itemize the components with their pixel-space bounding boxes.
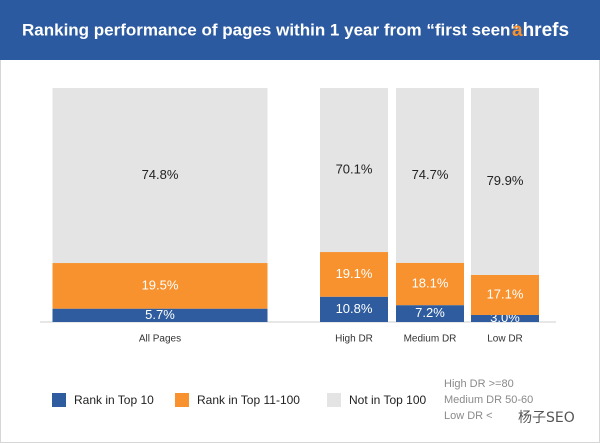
- value-label: 74.7%: [412, 167, 449, 182]
- header-band: [0, 0, 600, 60]
- value-label: 18.1%: [412, 275, 449, 290]
- value-label: 17.1%: [487, 286, 524, 301]
- note: Low DR <: [444, 410, 493, 422]
- value-label: 7.2%: [415, 305, 445, 320]
- note: High DR >=80: [444, 378, 514, 390]
- chart-title: Ranking performance of pages within 1 ye…: [22, 20, 519, 39]
- bar-segment: [471, 88, 539, 275]
- value-label: 19.1%: [336, 266, 373, 281]
- brand-logo: ahrefs: [512, 20, 569, 41]
- value-label: 10.8%: [336, 301, 373, 316]
- x-tick-label: Low DR: [487, 334, 523, 345]
- bar-segment: [320, 88, 388, 253]
- value-label: 74.8%: [142, 167, 179, 182]
- bar-segment: [52, 263, 268, 309]
- value-label: 19.5%: [142, 277, 179, 292]
- watermark: 杨子SEO: [518, 410, 575, 426]
- x-tick-label: All Pages: [139, 334, 181, 345]
- note: Medium DR 50-60: [444, 394, 533, 406]
- legend-swatch: [52, 393, 66, 407]
- bar-segment: [320, 252, 388, 297]
- value-label: 70.1%: [336, 161, 373, 176]
- bar-segment: [396, 88, 464, 263]
- x-tick-label: Medium DR: [404, 334, 457, 345]
- legend-swatch: [327, 393, 341, 407]
- legend-swatch: [175, 393, 189, 407]
- bar-segment: [471, 274, 539, 315]
- bar-segment: [320, 296, 388, 322]
- x-tick-label: High DR: [335, 334, 373, 345]
- bar-segment: [396, 262, 464, 306]
- bar-segment: [52, 88, 268, 264]
- bar-segment: [396, 305, 464, 322]
- legend-label: Not in Top 100: [349, 393, 426, 407]
- brand-rest: hrefs: [523, 20, 569, 41]
- legend-label: Rank in Top 10: [74, 393, 154, 407]
- bar-segment: [471, 314, 539, 322]
- brand-a: a: [512, 20, 523, 41]
- legend-label: Rank in Top 11-100: [197, 393, 300, 407]
- bar-segment: [52, 308, 268, 322]
- value-label: 79.9%: [487, 173, 524, 188]
- value-label: 5.7%: [145, 307, 175, 322]
